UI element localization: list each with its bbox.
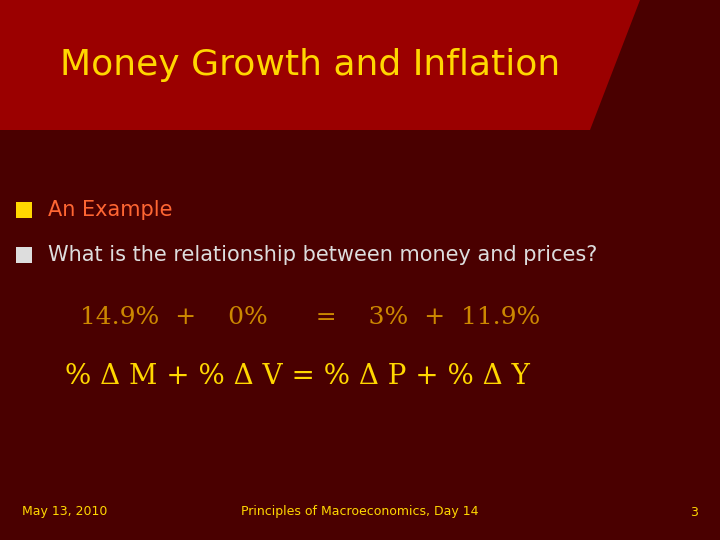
Text: An Example: An Example [48, 200, 173, 220]
Text: May 13, 2010: May 13, 2010 [22, 505, 107, 518]
Text: 3: 3 [690, 505, 698, 518]
Text: % Δ M + % Δ V = % Δ P + % Δ Y: % Δ M + % Δ V = % Δ P + % Δ Y [65, 363, 530, 390]
Bar [16, 202, 32, 218]
Text: Money Growth and Inflation: Money Growth and Inflation [60, 48, 560, 82]
Text: Principles of Macroeconomics, Day 14: Principles of Macroeconomics, Day 14 [241, 505, 479, 518]
Text: 14.9%  +    0%      =    3%  +  11.9%: 14.9% + 0% = 3% + 11.9% [80, 307, 540, 329]
Polygon shape [0, 0, 640, 130]
Bar [16, 247, 32, 263]
Text: What is the relationship between money and prices?: What is the relationship between money a… [48, 245, 598, 265]
